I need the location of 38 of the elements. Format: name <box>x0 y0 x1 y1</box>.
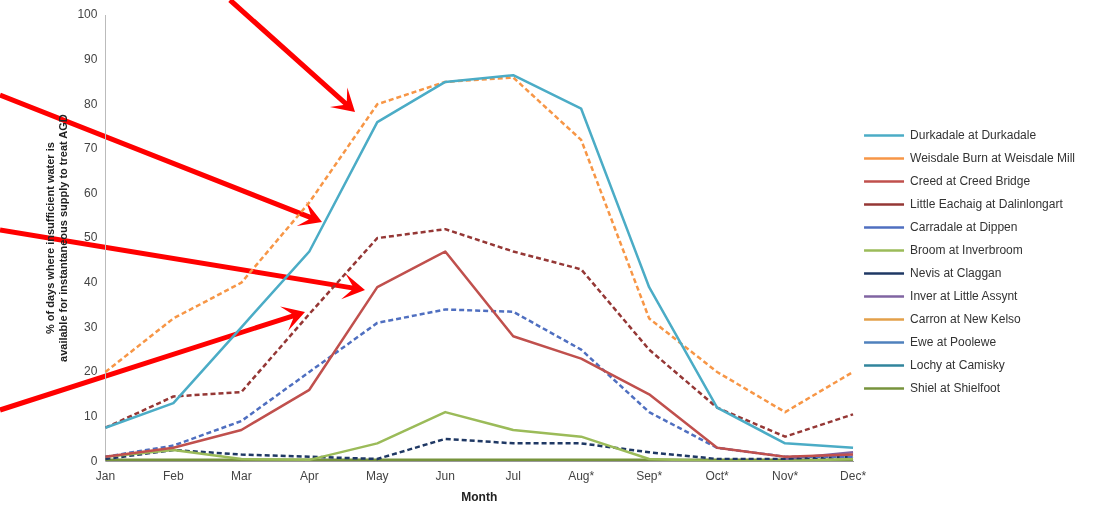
legend-label: Creed at Creed Bridge <box>910 173 1031 188</box>
legend-label: Ewe at Poolewe <box>910 334 997 349</box>
y-axis-title: % of days where insufficient water is available for instantaneous supply to treat AGD <box>43 114 69 362</box>
legend-label: Carradale at Dippen <box>910 219 1018 234</box>
y-tick-label: 30 <box>84 319 98 334</box>
y-tick-label: 90 <box>84 51 98 66</box>
y-tick-label: 40 <box>84 275 98 290</box>
y-tick-label: 20 <box>84 364 98 379</box>
x-tick-label: Nov* <box>772 468 799 483</box>
legend-label: Broom at Inverbroom <box>910 242 1023 257</box>
legend-label: Little Eachaig at Dalinlongart <box>910 196 1064 211</box>
y-tick-label: 0 <box>90 453 98 468</box>
x-tick-label: Jul <box>505 468 521 483</box>
y-tick-label: 10 <box>84 408 98 423</box>
line-series <box>104 227 855 438</box>
legend-label: Lochy at Camisky <box>910 357 1005 372</box>
y-tick-label: 100 <box>77 7 98 22</box>
x-tick-label: Oct* <box>705 468 730 483</box>
x-tick-label: May <box>365 468 389 483</box>
x-tick-label: Sep* <box>636 468 663 483</box>
x-tick-label: Mar <box>231 468 252 483</box>
legend-label: Weisdale Burn at Weisdale Mill <box>910 150 1076 165</box>
legend-label: Durkadale at Durkadale <box>910 127 1037 142</box>
y-tick-label: 50 <box>84 230 98 245</box>
legend-label: Carron at New Kelso <box>910 311 1022 326</box>
x-tick-label: Apr <box>299 468 319 483</box>
x-tick-label: Dec* <box>840 468 867 483</box>
x-axis-title: Month <box>461 490 498 505</box>
y-tick-label: 70 <box>84 141 98 156</box>
x-tick-label: Feb <box>163 468 185 483</box>
legend-label: Inver at Little Assynt <box>910 288 1019 303</box>
x-tick-label: Aug* <box>568 468 595 483</box>
legend-label: Nevis at Claggan <box>910 265 1002 280</box>
legend-label: Shiel at Shielfoot <box>910 380 1001 395</box>
y-tick-label: 80 <box>84 96 98 111</box>
x-tick-label: Jan <box>95 468 116 483</box>
y-tick-label: 60 <box>84 185 98 200</box>
x-tick-label: Jun <box>435 468 455 483</box>
